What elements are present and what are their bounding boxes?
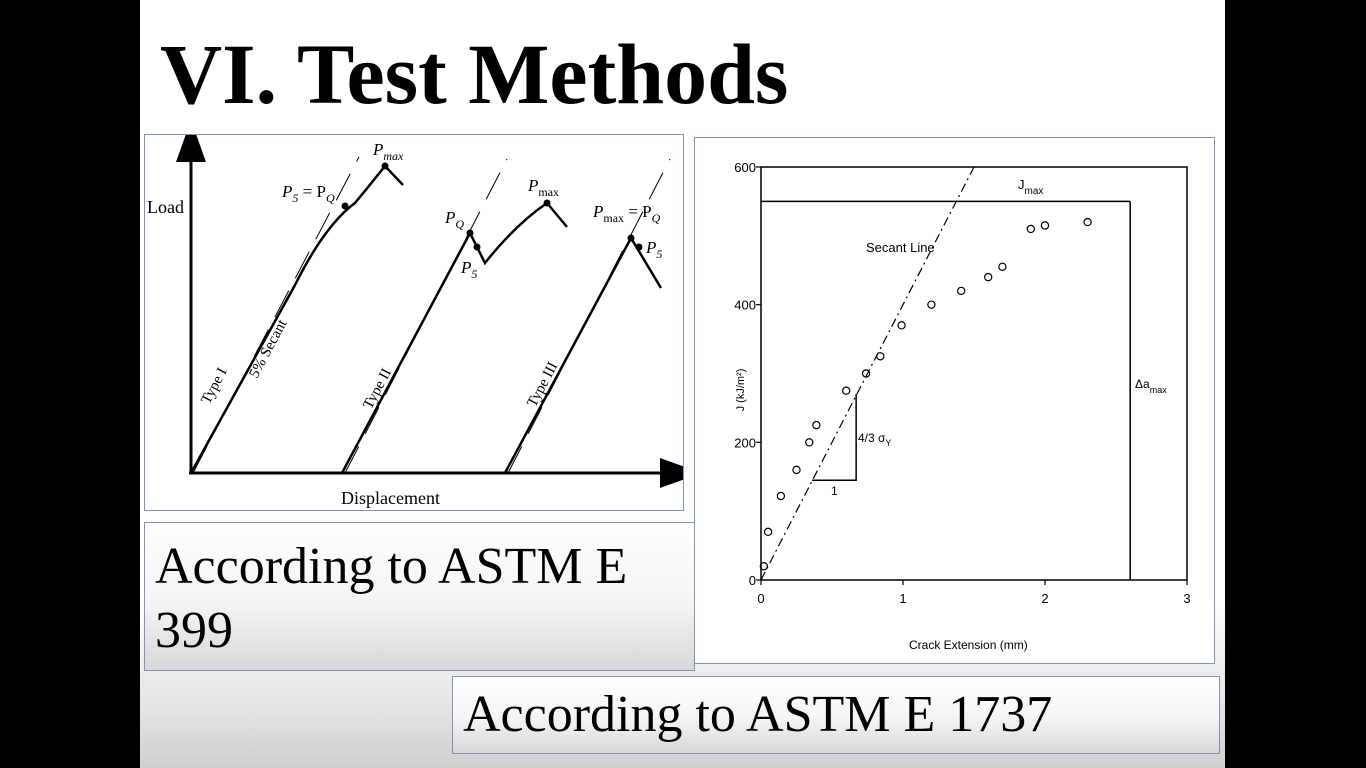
y-tick-label: 600 bbox=[734, 160, 756, 175]
slide: VI. Test Methods Load Displacement Type … bbox=[140, 0, 1225, 768]
type1-p5-pq-label: P5 = PQ bbox=[281, 182, 335, 205]
type2-secant-line bbox=[344, 158, 508, 474]
data-point bbox=[792, 465, 801, 475]
y-tick-label: 400 bbox=[734, 298, 756, 313]
type1-secant-line bbox=[192, 156, 360, 474]
type3-pmax-point bbox=[627, 234, 635, 242]
slope-triangle bbox=[812, 394, 857, 481]
j-r-curve-svg: 0 1 2 3 0 200 400 600 Secant Line 4/3 σY 1 Jmax… bbox=[734, 160, 1190, 652]
x-tick-label: 2 bbox=[1041, 591, 1048, 606]
type1-pmax-label: Pmax bbox=[372, 140, 404, 163]
type1-pmax-point bbox=[381, 162, 389, 170]
jmax-label: Jmax bbox=[1018, 177, 1043, 197]
data-point bbox=[1040, 221, 1050, 230]
y-axis-label: Load bbox=[147, 197, 184, 217]
delta-a-max-label: Δamax bbox=[1135, 377, 1167, 395]
slide-title: VI. Test Methods bbox=[160, 26, 789, 122]
y-axis-title: J (kJ/m²) bbox=[735, 369, 747, 412]
type2-pmax-label: Pmax bbox=[527, 176, 559, 199]
type1-secant-label: 5% Secant bbox=[246, 316, 290, 381]
type2-pq-point bbox=[466, 229, 474, 237]
data-point bbox=[998, 262, 1007, 272]
x-axis-label: Displacement bbox=[341, 488, 440, 508]
type2-pmax-point bbox=[543, 199, 551, 207]
astm-e1737-caption: According to ASTM E 1737 bbox=[452, 676, 1220, 754]
type2-label: Type II bbox=[360, 366, 395, 412]
astm-e399-caption: According to ASTM E 399 bbox=[144, 522, 695, 671]
data-point bbox=[957, 286, 966, 296]
data-point bbox=[1026, 224, 1035, 234]
type3-p5-point bbox=[635, 243, 643, 251]
data-point bbox=[812, 420, 821, 430]
data-point bbox=[759, 562, 769, 571]
data-point bbox=[841, 386, 851, 395]
data-point bbox=[805, 438, 814, 447]
y-tick-label: 0 bbox=[749, 573, 756, 588]
astm-e1737-text: According to ASTM E 1737 bbox=[463, 686, 1053, 743]
plot-frame bbox=[760, 166, 1188, 581]
x-axis-title: Crack Extension (mm) bbox=[909, 638, 1028, 652]
type2-p5-point bbox=[473, 243, 481, 251]
type2-pq-label: PQ bbox=[444, 208, 464, 231]
data-point bbox=[984, 272, 993, 282]
data-point bbox=[897, 321, 906, 330]
x-tick-label: 0 bbox=[757, 591, 764, 606]
data-point bbox=[1083, 217, 1092, 227]
slope-run-label: 1 bbox=[831, 484, 838, 498]
secant-line bbox=[760, 166, 975, 581]
x-tick-label: 1 bbox=[899, 591, 906, 606]
x-tick-label: 3 bbox=[1183, 591, 1190, 606]
data-point bbox=[927, 300, 936, 309]
type3-p5-label: P5 bbox=[645, 238, 662, 261]
slope-rise-label: 4/3 σY bbox=[858, 431, 891, 448]
type2-curve bbox=[340, 201, 568, 474]
load-displacement-svg: Load Displacement Type I 5% Secant Pmax … bbox=[147, 135, 683, 508]
type1-label: Type I bbox=[198, 365, 230, 407]
type3-secant-line bbox=[507, 158, 671, 474]
type2-p5-label: P5 bbox=[460, 258, 477, 281]
secant-line-label: Secant Line bbox=[866, 240, 935, 255]
data-point bbox=[763, 527, 773, 537]
load-displacement-figure: Load Displacement Type I 5% Secant Pmax … bbox=[144, 134, 684, 511]
data-point bbox=[776, 491, 786, 501]
type1-pq-point bbox=[341, 202, 349, 210]
type3-curve bbox=[503, 235, 663, 474]
type1-curve bbox=[189, 164, 404, 474]
type3-pmax-pq-label: Pmax = PQ bbox=[592, 202, 661, 225]
j-r-curve-figure: 0 1 2 3 0 200 400 600 Secant Line 4/3 σY 1 Jmax… bbox=[694, 137, 1215, 664]
y-tick-label: 200 bbox=[734, 435, 756, 450]
astm-e399-text: According to ASTM E 399 bbox=[155, 538, 628, 659]
